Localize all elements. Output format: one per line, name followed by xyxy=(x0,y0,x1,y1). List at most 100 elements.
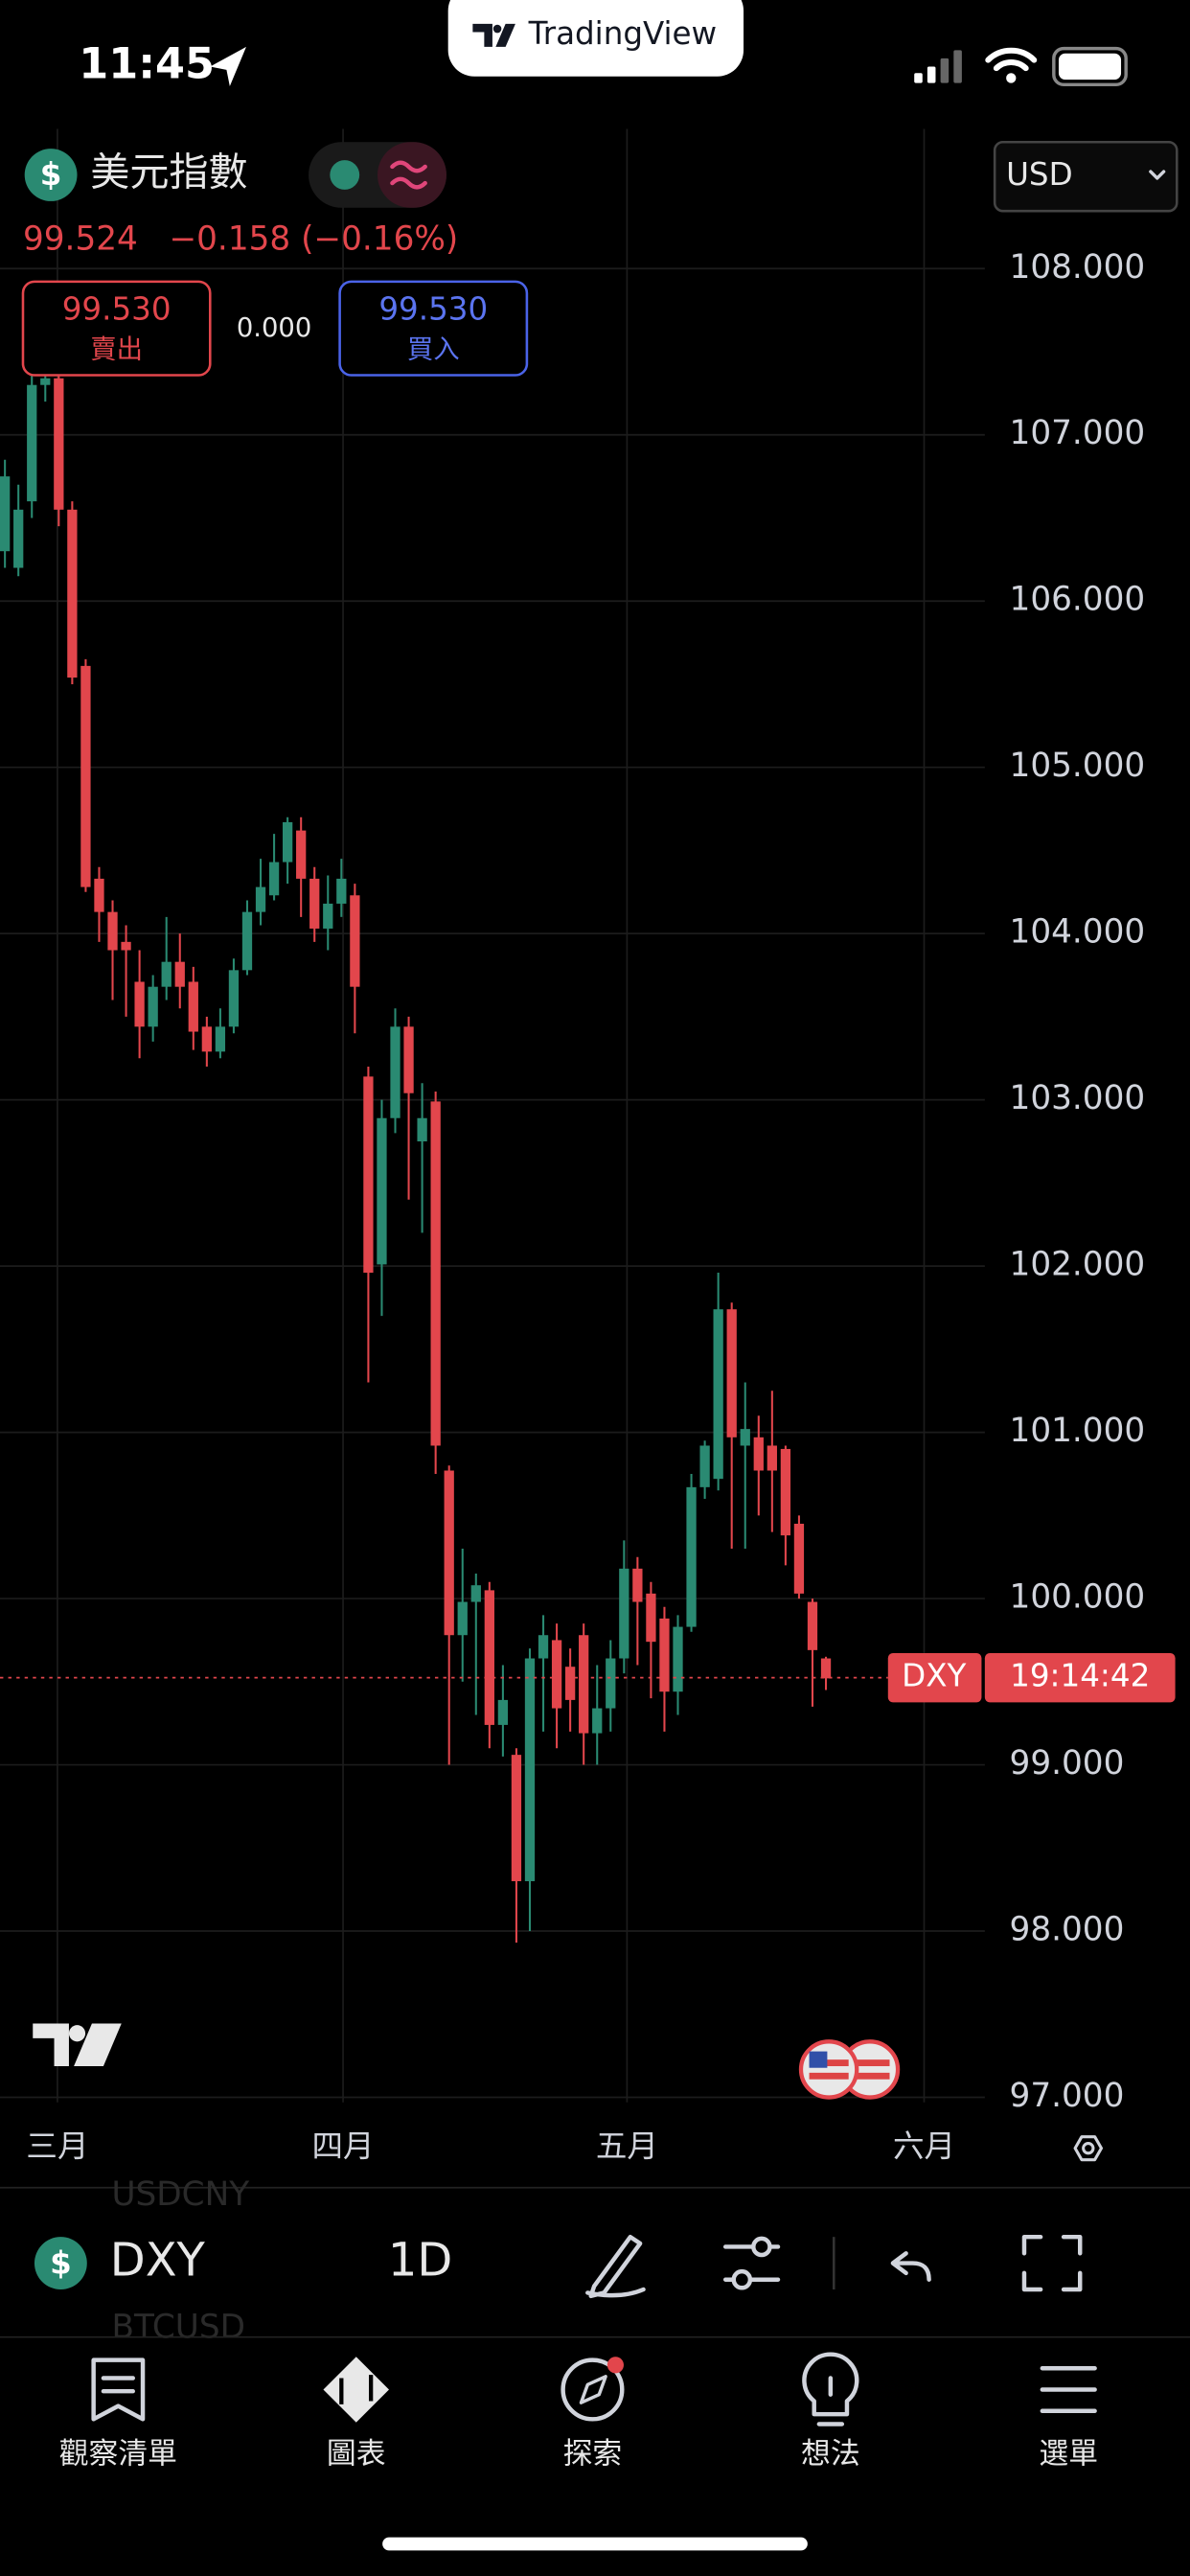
candle-body xyxy=(430,1101,441,1446)
candle-body xyxy=(282,821,293,862)
toolbar-currency-symbol: $ xyxy=(50,2244,72,2281)
candle-body xyxy=(54,378,64,510)
event-flags[interactable] xyxy=(798,2039,901,2100)
candle-body xyxy=(820,1658,832,1679)
candle-body xyxy=(767,1445,777,1471)
countdown-tag xyxy=(984,1652,1176,1703)
currency-dropdown[interactable] xyxy=(993,140,1179,213)
candle-body xyxy=(121,941,131,951)
last-price: 99.524 xyxy=(23,220,138,259)
candle-body xyxy=(564,1667,576,1700)
candle-body xyxy=(403,1026,414,1093)
candle-body xyxy=(255,886,266,912)
candle-body xyxy=(350,895,360,987)
tab-icon-watchlist[interactable] xyxy=(91,2358,146,2422)
tab-label[interactable]: 選單 xyxy=(1039,2437,1098,2472)
brand-logo xyxy=(472,23,515,47)
faded-symbol: USDCNY xyxy=(111,2175,249,2214)
candle-body xyxy=(323,903,333,929)
y-tick-label: 107.000 xyxy=(1010,414,1146,452)
candle-body xyxy=(673,1626,683,1692)
candle-body xyxy=(524,1658,536,1881)
delay-badge xyxy=(378,142,446,208)
delay-icon xyxy=(390,160,427,190)
faded-symbol: BTCUSD xyxy=(111,2309,245,2347)
tv-watermark-dot xyxy=(68,2025,86,2042)
y-tick-label: 99.000 xyxy=(1010,1744,1125,1782)
tab-icon-chart[interactable] xyxy=(323,2357,390,2423)
x-tick-label: 六月 xyxy=(893,2128,955,2165)
candle-body xyxy=(67,509,78,678)
candle-body xyxy=(40,378,51,385)
currency-icon xyxy=(24,149,78,201)
candle-body xyxy=(592,1708,603,1734)
spread: 0.000 xyxy=(237,313,311,343)
settings-icon-hole xyxy=(1082,2141,1095,2155)
brand-name: TradingView xyxy=(528,15,718,52)
y-tick-label: 101.000 xyxy=(1010,1412,1146,1450)
candle-body xyxy=(188,981,198,1032)
candle-body xyxy=(740,1429,750,1446)
candle-body xyxy=(336,878,347,904)
candle-body xyxy=(780,1448,791,1536)
notification-dot xyxy=(606,2357,624,2374)
battery-level xyxy=(1058,53,1122,80)
symbol-name[interactable]: 美元指數 xyxy=(90,150,247,196)
undo-icon[interactable] xyxy=(890,2251,931,2282)
tab-icon-explore[interactable] xyxy=(561,2358,625,2422)
candle-body xyxy=(228,970,240,1027)
interval[interactable]: 1D xyxy=(388,2234,452,2288)
tab-label[interactable]: 想法 xyxy=(801,2437,860,2472)
tab-icon-ideas[interactable] xyxy=(802,2352,859,2426)
currency-icon-symbol: $ xyxy=(40,156,62,193)
candle-body xyxy=(686,1486,697,1627)
tab-icon-chart-candles xyxy=(339,2375,374,2404)
candle-body xyxy=(13,509,24,568)
draw-icon[interactable] xyxy=(585,2234,646,2299)
sell-label: 賣出 xyxy=(90,334,143,364)
buy-price: 99.530 xyxy=(378,291,488,328)
y-tick-label: 98.000 xyxy=(1010,1911,1125,1949)
x-tick-label: 五月 xyxy=(596,2128,658,2165)
indicators-knob xyxy=(731,2268,753,2290)
candle-body xyxy=(94,878,104,912)
y-tick-label: 104.000 xyxy=(1010,913,1146,952)
candle-body xyxy=(444,1470,454,1636)
tab-label[interactable]: 探索 xyxy=(563,2437,623,2472)
last-price-tag xyxy=(887,1652,982,1703)
y-tick-label: 102.000 xyxy=(1010,1246,1146,1284)
buy-label: 買入 xyxy=(407,334,460,364)
dropdown-arrow xyxy=(1149,170,1166,180)
buy-button[interactable] xyxy=(338,280,529,377)
candle-body xyxy=(457,1601,468,1636)
fullscreen-icon[interactable] xyxy=(1021,2234,1083,2292)
candle-body xyxy=(174,961,185,987)
wifi-dot xyxy=(1006,73,1017,83)
candle-body xyxy=(417,1117,427,1142)
candle-body xyxy=(606,1658,616,1709)
candle-body xyxy=(268,862,280,896)
y-tick-label: 108.000 xyxy=(1010,248,1146,287)
tab-icon-menu[interactable] xyxy=(1040,2365,1097,2413)
indicators-knob xyxy=(751,2236,772,2258)
sell-button[interactable] xyxy=(21,280,212,377)
tab-label[interactable]: 觀察清單 xyxy=(59,2437,177,2472)
x-tick-label: 三月 xyxy=(26,2128,88,2165)
wifi-icon xyxy=(985,47,1038,72)
candle-body xyxy=(363,1076,374,1274)
toolbar-symbol[interactable]: DXY xyxy=(110,2234,206,2288)
home-indicator xyxy=(382,2537,808,2551)
candle-body xyxy=(807,1601,818,1650)
candle-body xyxy=(713,1309,723,1480)
candle-body xyxy=(699,1445,710,1487)
candle-body xyxy=(296,830,307,879)
candle-body xyxy=(390,1026,400,1118)
tab-label[interactable]: 圖表 xyxy=(327,2437,386,2472)
location-icon xyxy=(210,46,246,87)
candle-body xyxy=(241,911,253,971)
settings-icon[interactable] xyxy=(1073,2135,1104,2162)
candle-body xyxy=(107,911,118,951)
